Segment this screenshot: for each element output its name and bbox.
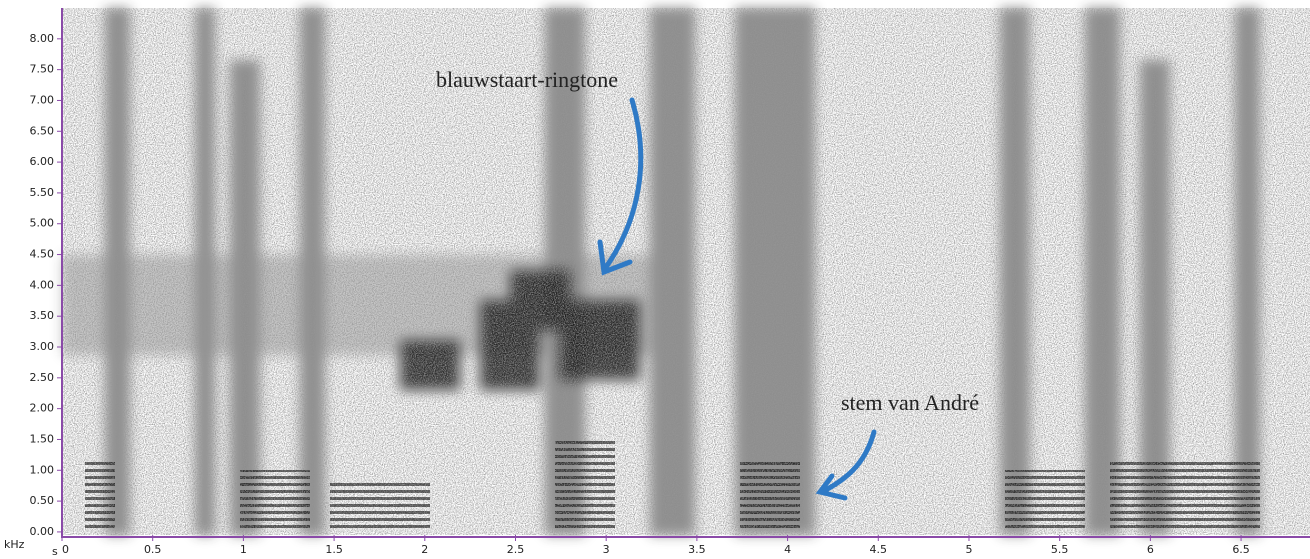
y-tick-label: 2.00	[30, 402, 55, 415]
x-tick-label: 0.5	[144, 543, 162, 556]
x-tick-label: 6	[1147, 543, 1154, 556]
x-tick-label: 6.5	[1232, 543, 1250, 556]
x-axis-label: s	[52, 545, 58, 558]
spectrogram-texture	[62, 8, 1310, 535]
x-tick-label: 2	[421, 543, 428, 556]
y-tick-label: 0.00	[30, 525, 55, 538]
y-tick-label: 6.50	[30, 124, 55, 137]
arrows	[597, 97, 877, 501]
annotation: stem van André	[841, 390, 979, 415]
y-tick-label: 1.00	[30, 463, 55, 476]
annotation: blauwstaart-ringtone	[436, 67, 618, 92]
y-tick-label: 7.50	[30, 63, 55, 76]
x-tick-label: 4	[784, 543, 791, 556]
x-tick-label: 3	[603, 543, 610, 556]
y-tick-label: 4.50	[30, 248, 55, 261]
y-tick-label: 4.00	[30, 278, 55, 291]
x-tick-label: 4.5	[870, 543, 888, 556]
y-tick-label: 5.00	[30, 217, 55, 230]
x-tick-label: 1.5	[325, 543, 343, 556]
y-tick-label: 2.50	[30, 371, 55, 384]
y-tick-label: 3.00	[30, 340, 55, 353]
y-axis-label: kHz	[4, 538, 25, 551]
y-tick-label: 6.00	[30, 155, 55, 168]
x-tick-label: 1	[240, 543, 247, 556]
x-tick-label: 0	[62, 543, 69, 556]
y-tick-label: 5.50	[30, 186, 55, 199]
x-tick-label: 5	[965, 543, 972, 556]
x-tick-label: 5.5	[1051, 543, 1069, 556]
x-tick-label: 3.5	[688, 543, 706, 556]
x-tick-label: 2.5	[507, 543, 525, 556]
y-tick-label: 7.00	[30, 93, 55, 106]
y-tick-label: 1.50	[30, 432, 55, 445]
y-tick-label: 0.50	[30, 494, 55, 507]
y-tick-label: 3.50	[30, 309, 55, 322]
y-tick-label: 8.00	[30, 32, 55, 45]
